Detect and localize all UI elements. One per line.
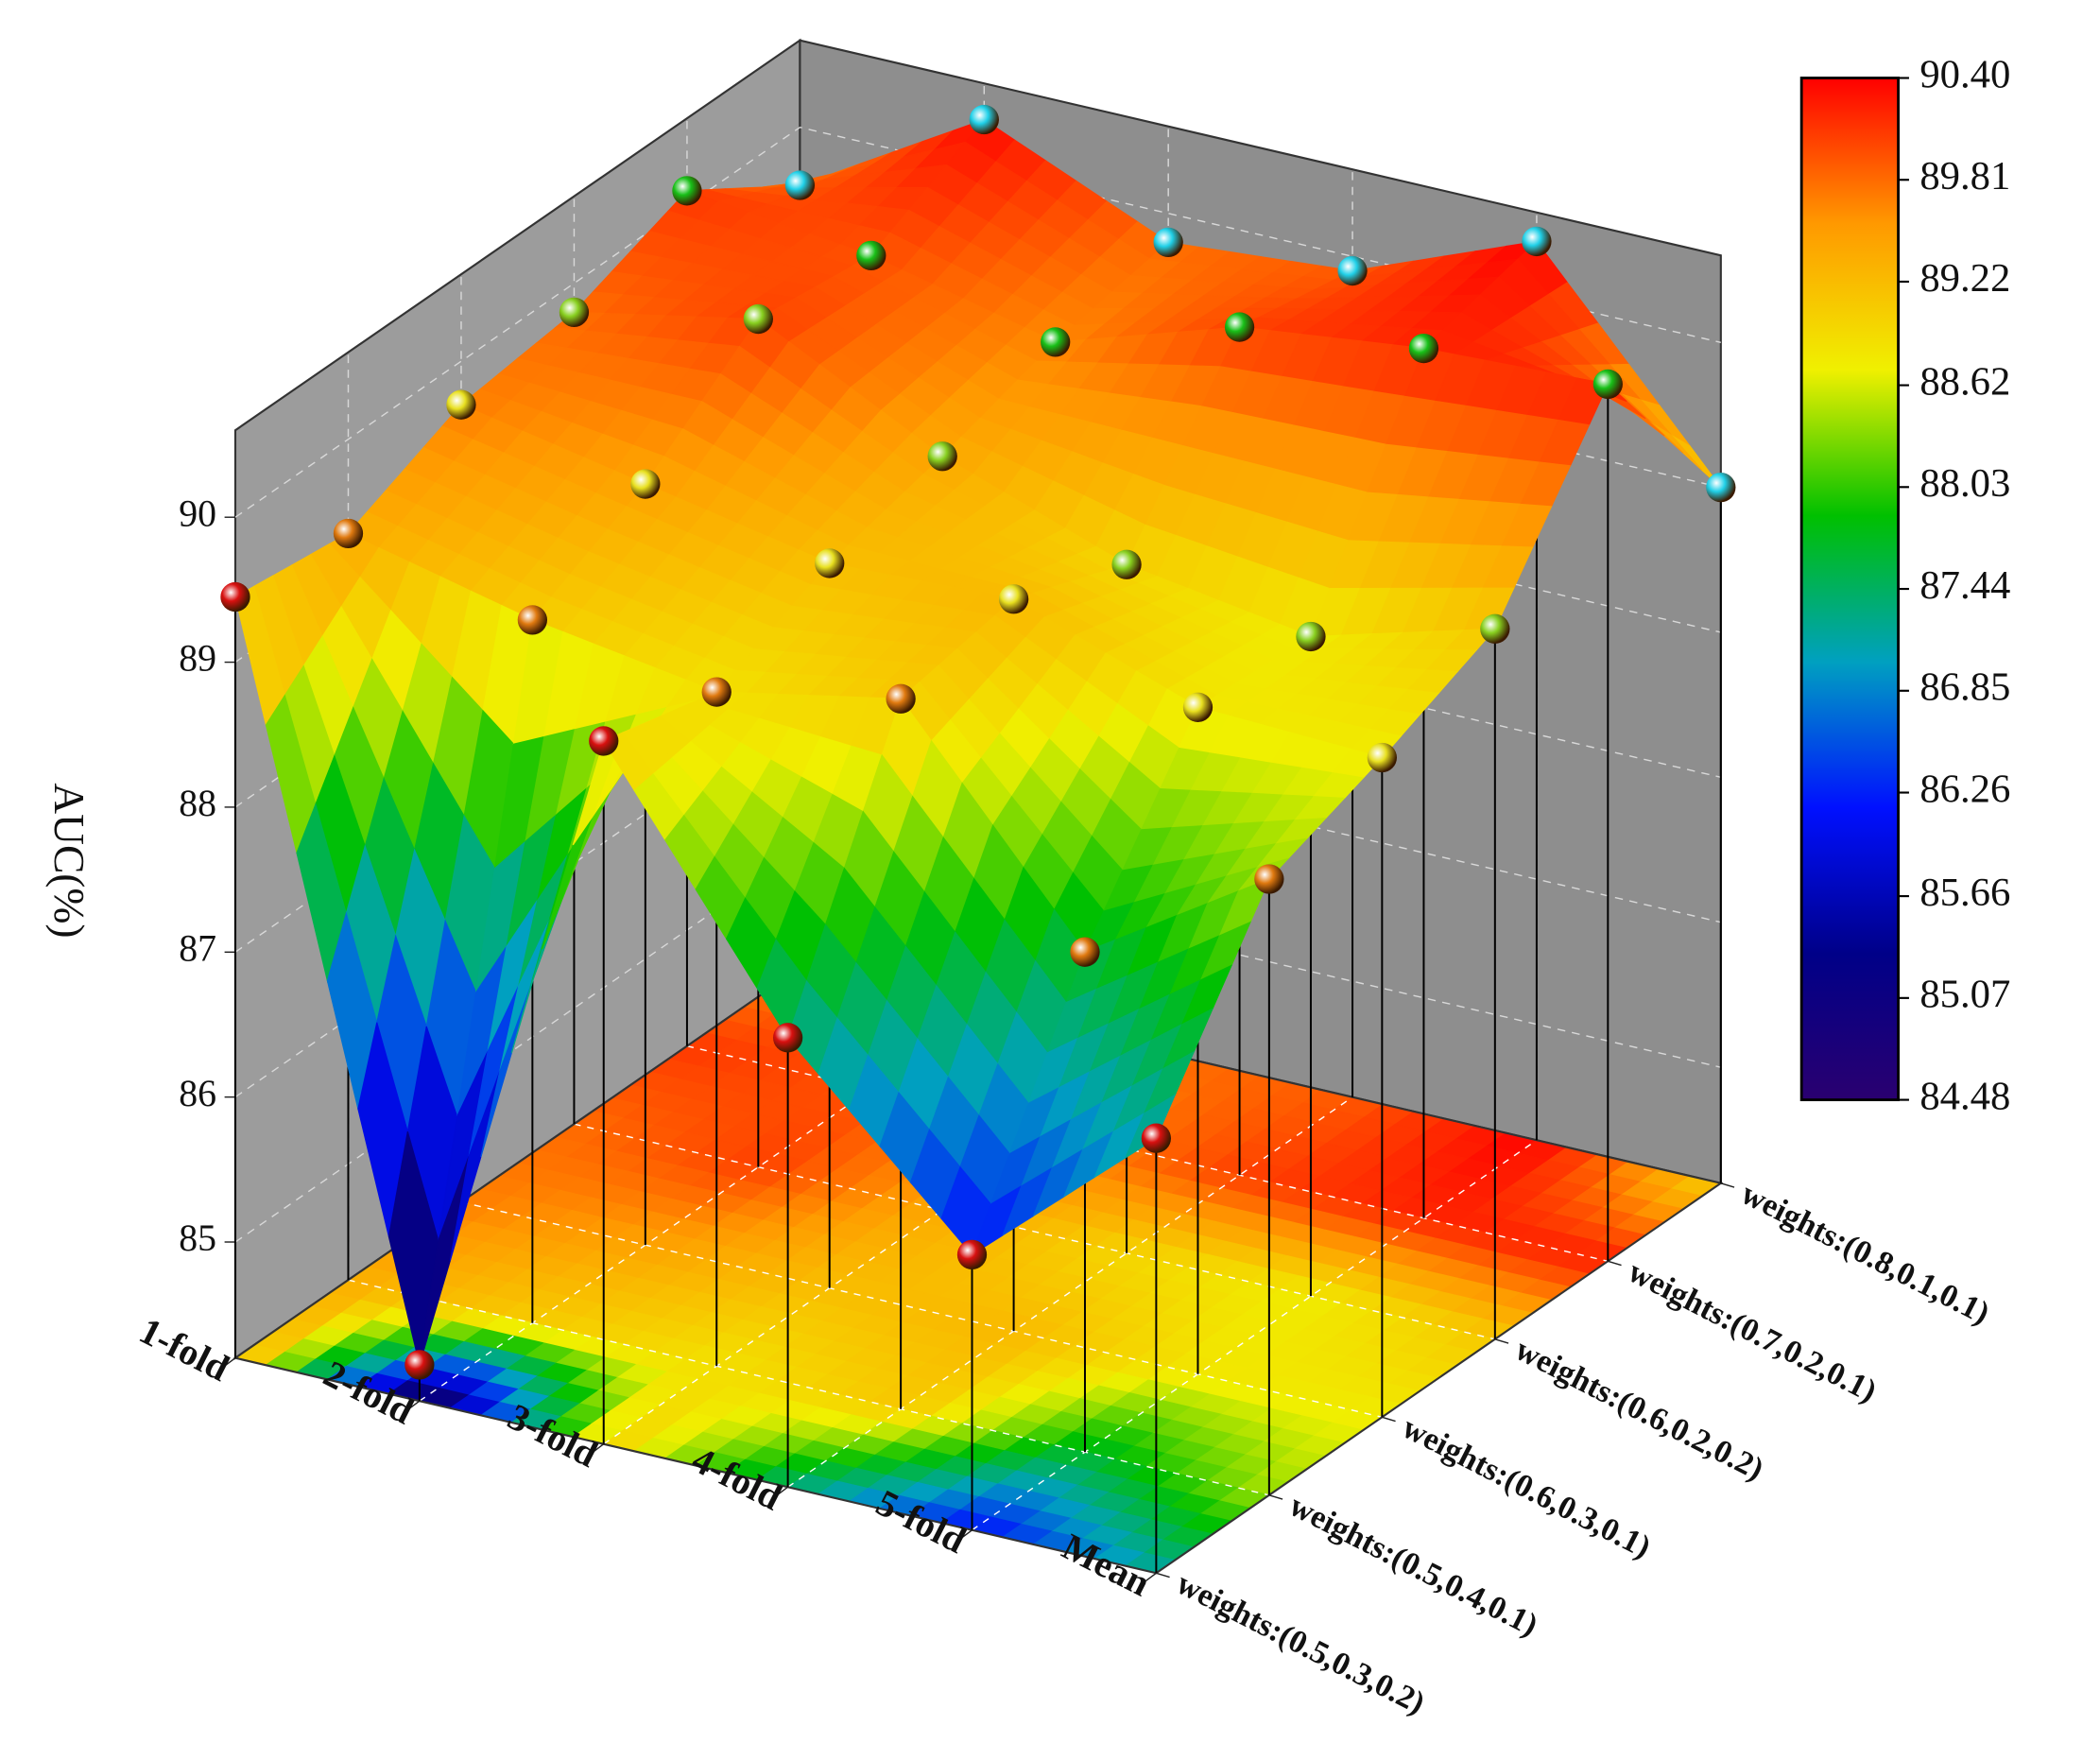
data-sphere bbox=[559, 297, 590, 328]
z-axis-title: AUC(%) bbox=[45, 783, 94, 938]
data-sphere bbox=[672, 176, 702, 206]
data-sphere bbox=[1337, 255, 1368, 286]
x-tick bbox=[776, 1486, 789, 1496]
z-tick-label: 85 bbox=[179, 1217, 216, 1259]
colorbar-tick-label: 89.22 bbox=[1919, 256, 2010, 301]
data-sphere bbox=[772, 1023, 803, 1053]
data-sphere bbox=[333, 518, 364, 549]
z-tick-label: 90 bbox=[179, 492, 216, 534]
data-sphere bbox=[405, 1350, 435, 1380]
data-sphere bbox=[630, 469, 661, 499]
colorbar-tick-label: 90.40 bbox=[1919, 52, 2010, 96]
y-tick bbox=[1156, 1572, 1170, 1579]
x-tick bbox=[592, 1443, 605, 1453]
data-sphere bbox=[1408, 333, 1439, 364]
colorbar bbox=[1799, 77, 1900, 1101]
z-tick-label: 86 bbox=[179, 1073, 216, 1114]
data-sphere bbox=[1224, 312, 1255, 342]
floor-grid-line bbox=[348, 1279, 1270, 1496]
data-sphere bbox=[701, 677, 732, 707]
data-sphere bbox=[1254, 864, 1284, 894]
data-sphere bbox=[1153, 227, 1183, 258]
data-sphere bbox=[1367, 742, 1397, 773]
data-sphere bbox=[927, 441, 957, 472]
data-sphere bbox=[856, 240, 886, 271]
colorbar-tick-label: 88.03 bbox=[1919, 461, 2010, 506]
y-tick-label: weights:(0.5,0.4,0.1) bbox=[1283, 1488, 1542, 1643]
data-sphere bbox=[1041, 327, 1071, 357]
data-sphere bbox=[1070, 937, 1100, 967]
data-sphere bbox=[1522, 226, 1552, 257]
data-sphere bbox=[1111, 549, 1142, 579]
colorbar-tick-label: 87.44 bbox=[1919, 563, 2010, 608]
data-sphere bbox=[956, 1239, 988, 1270]
floor-grid-line bbox=[574, 1123, 1495, 1340]
data-sphere bbox=[1480, 613, 1510, 644]
data-sphere bbox=[784, 170, 816, 200]
data-sphere bbox=[1296, 621, 1326, 652]
y-tick-label: weights:(0.5,0.3,0.2) bbox=[1171, 1566, 1430, 1721]
data-sphere bbox=[969, 104, 999, 135]
y-tick-label: weights:(0.7,0.2,0.1) bbox=[1623, 1254, 1882, 1409]
colorbar-tick-label: 84.48 bbox=[1919, 1074, 2010, 1118]
floor-grid-line bbox=[686, 1044, 1609, 1262]
y-tick bbox=[1608, 1260, 1622, 1267]
y-tick bbox=[1720, 1182, 1735, 1188]
data-sphere bbox=[589, 726, 619, 756]
y-tick bbox=[1382, 1416, 1396, 1423]
data-sphere bbox=[1182, 692, 1214, 722]
y-tick-label: weights:(0.8,0.1,0.1) bbox=[1735, 1176, 1994, 1331]
z-tick-label: 88 bbox=[179, 783, 216, 824]
z-tick-label: 87 bbox=[179, 927, 216, 969]
x-tick bbox=[224, 1357, 236, 1367]
colorbar-tick-label: 89.81 bbox=[1919, 154, 2010, 198]
y-tick bbox=[1268, 1494, 1283, 1500]
floor-grid-line bbox=[460, 1200, 1383, 1418]
data-sphere bbox=[1141, 1123, 1172, 1153]
colorbar-tick-label: 88.62 bbox=[1919, 359, 2010, 404]
data-sphere bbox=[743, 303, 773, 335]
y-tick bbox=[1494, 1338, 1509, 1344]
colorbar-tick-label: 86.26 bbox=[1919, 767, 2010, 811]
z-tick-label: 89 bbox=[179, 638, 216, 680]
x-tick-label: 1-fold bbox=[133, 1310, 236, 1389]
colorbar-tick-label: 85.07 bbox=[1919, 973, 2010, 1017]
data-sphere bbox=[220, 581, 250, 613]
data-sphere bbox=[1592, 369, 1623, 400]
data-sphere bbox=[1706, 472, 1736, 503]
y-tick-label: weights:(0.6,0.3,0.1) bbox=[1397, 1410, 1656, 1565]
data-sphere bbox=[517, 605, 547, 635]
colorbar-tick-label: 86.85 bbox=[1919, 665, 2010, 710]
x-tick bbox=[1145, 1572, 1157, 1582]
x-tick bbox=[408, 1400, 421, 1410]
data-sphere bbox=[815, 548, 845, 578]
data-sphere bbox=[998, 584, 1029, 614]
data-sphere bbox=[446, 389, 476, 420]
data-sphere bbox=[886, 683, 916, 714]
y-tick-label: weights:(0.6,0.2,0.2) bbox=[1509, 1332, 1768, 1487]
colorbar-tick-label: 85.66 bbox=[1919, 871, 2010, 915]
x-tick bbox=[960, 1529, 973, 1539]
